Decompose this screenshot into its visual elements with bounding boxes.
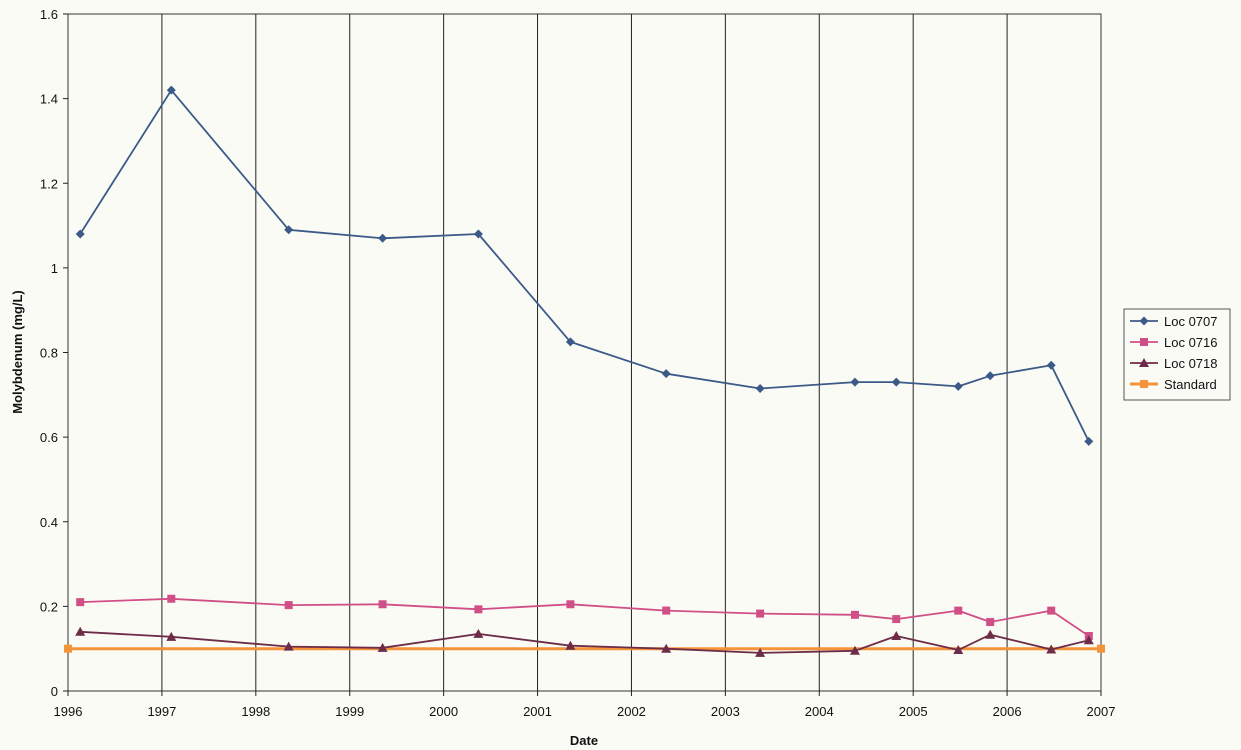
legend-item-standard: Standard [1130, 377, 1217, 392]
data-point-loc-0718 [661, 643, 672, 653]
y-tick-label: 0.8 [40, 346, 58, 361]
data-point-loc-0707 [565, 337, 575, 347]
data-point-loc-0718 [283, 641, 294, 651]
legend-label: Standard [1164, 377, 1217, 392]
data-point-loc-0718 [755, 647, 766, 657]
series-line-loc-0707 [79, 89, 1090, 442]
data-point-loc-0716 [284, 601, 293, 610]
data-point-loc-0716 [474, 605, 483, 614]
legend-item-loc-0718: Loc 0718 [1130, 356, 1218, 371]
x-tick-label: 1997 [147, 704, 176, 719]
y-tick-label: 1 [51, 261, 58, 276]
data-point-loc-0716 [566, 600, 575, 609]
data-point-loc-0716 [986, 618, 995, 627]
y-tick-label: 1.2 [40, 176, 58, 191]
series-loc-0707 [75, 85, 1094, 446]
data-point-loc-0718 [953, 644, 964, 654]
x-tick-label: 2004 [805, 704, 834, 719]
y-tick-label: 0.2 [40, 599, 58, 614]
legend-label: Loc 0718 [1164, 356, 1218, 371]
data-point-loc-0716 [76, 598, 85, 607]
data-point-loc-0707 [850, 377, 860, 387]
data-point-loc-0718 [985, 629, 996, 639]
data-point-loc-0707 [166, 85, 176, 95]
x-tick-labels: 1996 1997 1998 1999 2000 2001 2002 2003 2004 2005… [54, 704, 1116, 719]
legend-marker [1139, 358, 1149, 367]
data-point-loc-0716 [850, 610, 859, 619]
legend-marker [1140, 380, 1148, 388]
series-loc-0716 [76, 594, 1093, 640]
data-point-loc-0716 [378, 600, 387, 609]
data-point-standard [1097, 644, 1105, 653]
x-tick-label: 2005 [899, 704, 928, 719]
data-point-loc-0707 [891, 377, 901, 387]
data-point-loc-0707 [378, 233, 388, 243]
data-point-loc-0707 [1046, 360, 1056, 370]
series-line-loc-0718 [80, 630, 1090, 654]
series-loc-0718 [75, 626, 1094, 657]
y-tick-label: 0.4 [40, 515, 58, 530]
data-point-loc-0716 [167, 594, 176, 603]
data-point-loc-0718 [891, 630, 902, 640]
data-point-loc-0707 [985, 371, 995, 381]
data-point-loc-0707 [953, 381, 963, 391]
grid-lines [161, 14, 1008, 691]
data-point-loc-0707 [473, 229, 483, 239]
x-tick-label: 2003 [711, 704, 740, 719]
x-tick-label: 1999 [335, 704, 364, 719]
data-point-loc-0716 [756, 609, 765, 618]
legend-marker [1139, 316, 1149, 326]
x-tick-label: 2006 [993, 704, 1022, 719]
x-tick-label: 1996 [54, 704, 83, 719]
plot-area [67, 13, 1102, 692]
y-tick-label: 0 [51, 684, 58, 699]
y-axis-title: Molybdenum (mg/L) [10, 290, 25, 414]
y-tick-label: 1.6 [40, 7, 58, 22]
data-point-loc-0716 [662, 606, 671, 615]
data-point-loc-0718 [1083, 635, 1094, 645]
data-point-loc-0707 [284, 225, 294, 235]
legend-label: Loc 0707 [1164, 314, 1218, 329]
series-group [64, 85, 1105, 657]
x-tick-label: 1998 [241, 704, 270, 719]
data-point-loc-0718 [75, 626, 86, 636]
data-point-loc-0707 [661, 369, 671, 379]
x-axis-title: Date [570, 733, 598, 748]
data-point-loc-0707 [755, 383, 765, 393]
y-tick-labels: 0 0.2 0.4 0.6 0.8 1 1.2 1.4 1.6 [40, 7, 58, 699]
axes [63, 13, 1102, 696]
x-tick-label: 2007 [1087, 704, 1116, 719]
x-tick-label: 2001 [523, 704, 552, 719]
data-point-loc-0716 [1047, 606, 1056, 615]
y-tick-label: 0.6 [40, 430, 58, 445]
data-point-loc-0718 [377, 642, 388, 652]
data-point-loc-0716 [892, 615, 901, 624]
legend-label: Loc 0716 [1164, 335, 1218, 350]
data-point-loc-0718 [849, 645, 860, 655]
data-point-standard [64, 644, 72, 653]
legend: Loc 0707 Loc 0716 Loc 0718 Standard [1123, 308, 1231, 401]
legend-item-loc-0716: Loc 0716 [1130, 335, 1218, 350]
data-point-loc-0718 [565, 640, 576, 650]
x-tick-label: 2000 [429, 704, 458, 719]
x-tick-label: 2002 [617, 704, 646, 719]
data-point-loc-0718 [166, 631, 177, 641]
data-point-loc-0718 [1046, 644, 1057, 654]
data-point-loc-0718 [473, 628, 484, 638]
legend-marker [1140, 338, 1148, 346]
series-standard [64, 644, 1105, 653]
data-point-loc-0716 [954, 606, 963, 615]
data-point-loc-0707 [1084, 436, 1094, 446]
y-tick-label: 1.4 [40, 92, 58, 107]
series-line-loc-0716 [80, 597, 1090, 637]
legend-item-loc-0707: Loc 0707 [1130, 314, 1218, 329]
data-point-loc-0707 [75, 229, 85, 239]
